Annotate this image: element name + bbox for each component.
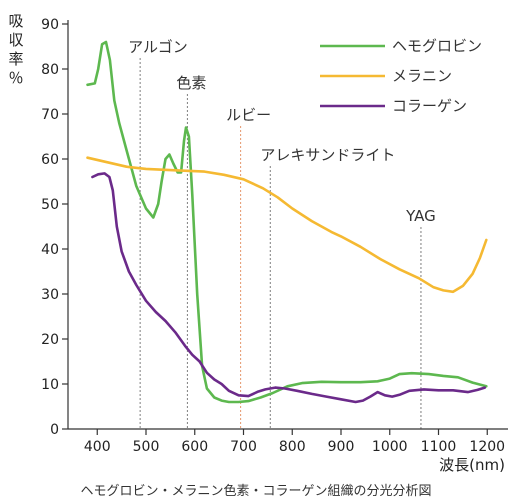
axes	[67, 20, 508, 430]
chart-caption: ヘモグロビン・メラニン色素・コラーゲン組織の分光分析図	[80, 483, 431, 499]
x-tick-label: 800	[279, 439, 306, 455]
y-tick-label: 80	[41, 62, 59, 78]
y-axis-label-char: 率	[8, 50, 23, 68]
x-tick-label: 400	[84, 439, 111, 455]
series-group	[86, 40, 488, 404]
series-line	[86, 40, 488, 404]
x-tick-label: 1200	[469, 439, 505, 455]
annotation-label: ルビー	[226, 106, 271, 124]
x-tick-label: 700	[230, 439, 257, 455]
x-tick-label: 600	[181, 439, 208, 455]
y-tick-label: 20	[41, 332, 59, 348]
annotation-label: YAG	[405, 207, 436, 225]
annotation-lines	[139, 58, 422, 429]
y-axis-label-char: 吸	[8, 12, 23, 30]
x-axis-label: 波長(nm)	[439, 456, 505, 474]
x-tick-label: 900	[328, 439, 355, 455]
y-axis-label: 吸収率％	[8, 12, 23, 87]
x-ticks: 400 500 600 700 800 900 1000 1100 1200	[84, 429, 505, 455]
legend-label: メラニン	[392, 67, 452, 85]
y-ticks: 0 10 20 30 40 50 60 70 80 90	[41, 17, 68, 438]
x-tick-label: 500	[133, 439, 160, 455]
y-axis-label-char: 収	[8, 31, 23, 49]
y-tick-label: 30	[41, 287, 59, 303]
x-tick-label: 1000	[372, 439, 408, 455]
y-tick-label: 60	[41, 152, 59, 168]
y-tick-label: 10	[41, 377, 59, 393]
legend-label: コラーゲン	[392, 97, 467, 115]
annotation-label: アルゴン	[128, 38, 188, 56]
y-tick-label: 40	[41, 242, 59, 258]
x-tick-label: 1100	[421, 439, 457, 455]
y-tick-label: 0	[50, 422, 59, 438]
annotation-label: 色素	[176, 74, 206, 92]
y-tick-label: 50	[41, 197, 59, 213]
y-axis-label-char: ％	[8, 69, 23, 87]
series-line	[91, 172, 487, 404]
y-tick-label: 70	[41, 107, 59, 123]
series-line	[86, 156, 488, 294]
y-tick-label: 90	[41, 17, 59, 33]
legend-label: ヘモグロビン	[392, 37, 482, 55]
annotation-label: アレキサンドライト	[260, 146, 395, 164]
